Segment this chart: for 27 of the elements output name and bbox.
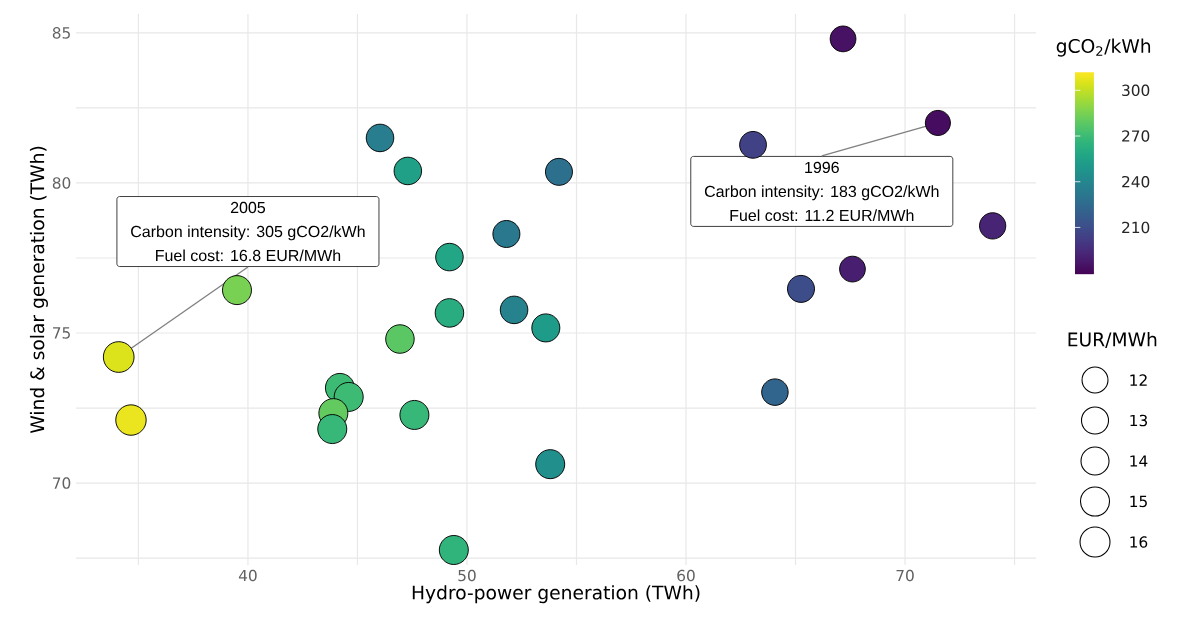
annotation: Carbon intensity: 305 gCO2/kWh [131,225,365,241]
y-tick-label: 75 [53,327,70,339]
y-tick-label: 70 [53,477,71,489]
legend-label: 13 [1130,414,1148,427]
x-tick-label: 70 [896,569,914,582]
y-tick-label: 85 [52,27,70,39]
color-bar-label: 300 [1122,84,1150,97]
annotation: 2005 [230,201,266,214]
legend-label: 16 [1130,536,1148,548]
legend-label: 14 [1130,455,1148,467]
legend-title: EUR/MWh [1068,332,1157,348]
x-tick-label: 60 [677,569,695,582]
color-bar-title: gCO$_{2}$/kWh [1056,38,1151,57]
annotation: Carbon intensity: 183 gCO2/kWh [704,185,939,201]
legend-label: 12 [1130,374,1147,386]
x-axis-title: Hydro-power generation (TWh) [412,585,700,604]
y-tick-label: 80 [52,177,71,189]
annotation: Fuel cost: 11.2 EUR/MWh [730,209,914,222]
color-bar-label: 270 [1122,130,1150,142]
legend-label: 15 [1130,495,1147,508]
x-tick-label: 50 [458,569,476,582]
x-tick-label: 40 [238,569,257,582]
color-bar-label: 210 [1122,221,1150,234]
color-bar-label: 240 [1122,175,1150,188]
y-axis-title: Wind & solar generation (TWh) [29,146,48,434]
annotation: 1996 [805,161,839,174]
annotation: Fuel cost: 16.8 EUR/MWh [156,249,341,262]
